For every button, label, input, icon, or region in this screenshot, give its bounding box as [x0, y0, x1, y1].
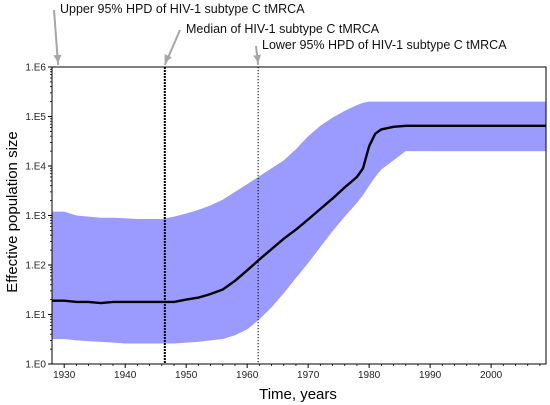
x-tick-label: 1950 [175, 370, 198, 381]
x-tick-label: 1980 [358, 370, 381, 381]
y-tick-label: 1.E4 [25, 162, 46, 173]
x-tick-label: 1990 [419, 370, 442, 381]
x-axis-title: Time, years [259, 386, 337, 403]
marker-label-2: Median of HIV-1 subtype C tMRCA [186, 22, 380, 36]
marker-arrowhead-1 [53, 54, 62, 63]
y-tick-label: 1.E3 [25, 211, 46, 222]
x-tick-label: 2000 [480, 370, 503, 381]
x-tick-label: 1940 [114, 370, 137, 381]
median-line-layer [52, 124, 546, 305]
marker-layer: Upper 95% HPD of HIV-1 subtype C tMRCA Me… [53, 2, 507, 364]
hpd-band-layer [52, 101, 546, 344]
hpd-band [52, 101, 546, 344]
y-tick-label: 1.E2 [25, 261, 46, 272]
marker-label-3: Lower 95% HPD of HIV-1 subtype C tMRCA [262, 38, 507, 52]
y-tick-label: 1.E0 [25, 360, 46, 371]
y-tick-label: 1.E6 [25, 63, 46, 74]
x-tick-label: 1930 [53, 370, 76, 381]
axes-layer: 1930 1940 1950 1960 1970 1980 1990 2000 1.E0 1.E1… [25, 63, 547, 381]
y-axis-title: Effective population size [4, 131, 21, 293]
y-tick-label: 1.E5 [25, 112, 46, 123]
marker-arrowhead-3 [253, 54, 262, 63]
label-layer: Effective population size Time, years [4, 131, 337, 403]
x-tick-label: 1970 [297, 370, 320, 381]
y-tick-label: 1.E1 [25, 310, 46, 321]
marker-label-1: Upper 95% HPD of HIV-1 subtype C tMRCA [60, 2, 305, 16]
marker-arrowhead-2 [164, 54, 172, 63]
x-tick-label: 1960 [236, 370, 259, 381]
median-line [52, 124, 546, 305]
